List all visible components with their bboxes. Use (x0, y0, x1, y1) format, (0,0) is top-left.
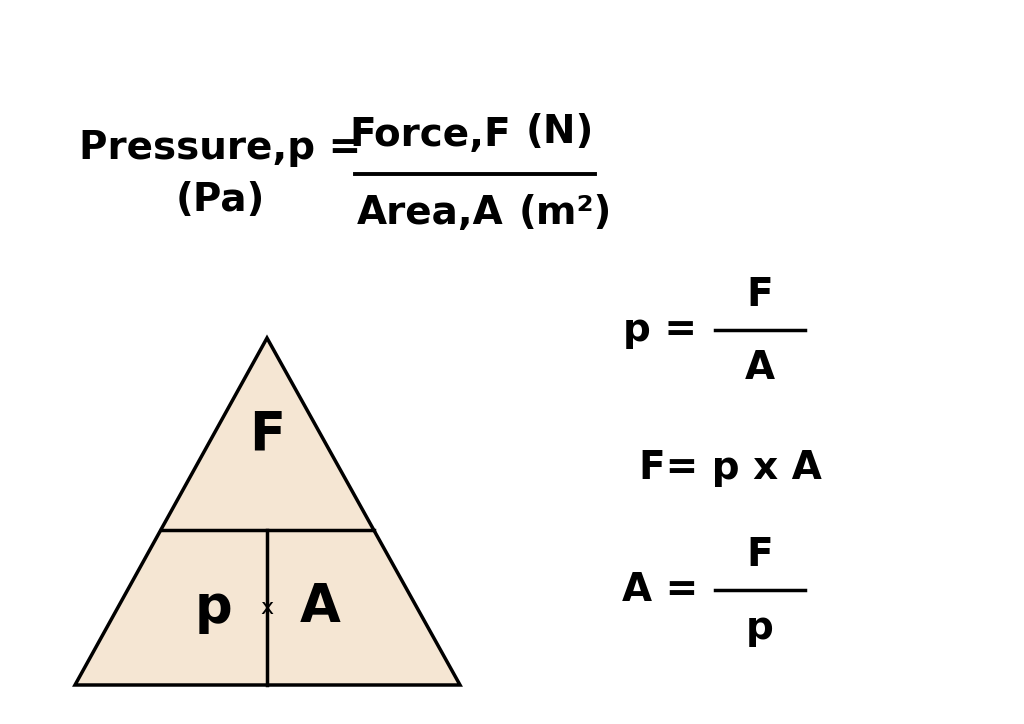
Text: F= p x A: F= p x A (639, 449, 821, 487)
Text: (Pa): (Pa) (175, 181, 264, 219)
Text: p: p (195, 581, 232, 634)
Text: p: p (746, 609, 774, 647)
Text: A =: A = (622, 571, 698, 609)
Text: F: F (746, 276, 773, 314)
Text: Force,F: Force,F (349, 116, 511, 154)
Text: A: A (300, 581, 341, 634)
Text: F: F (249, 408, 285, 460)
Text: (N): (N) (525, 113, 594, 151)
Polygon shape (75, 338, 460, 685)
Text: Area,A: Area,A (356, 194, 504, 232)
Text: (m²): (m²) (518, 194, 611, 232)
Text: A: A (744, 349, 775, 387)
Text: F: F (746, 536, 773, 574)
Text: p =: p = (623, 311, 697, 349)
Text: x: x (260, 597, 273, 618)
Text: Pressure,p =: Pressure,p = (79, 129, 361, 167)
